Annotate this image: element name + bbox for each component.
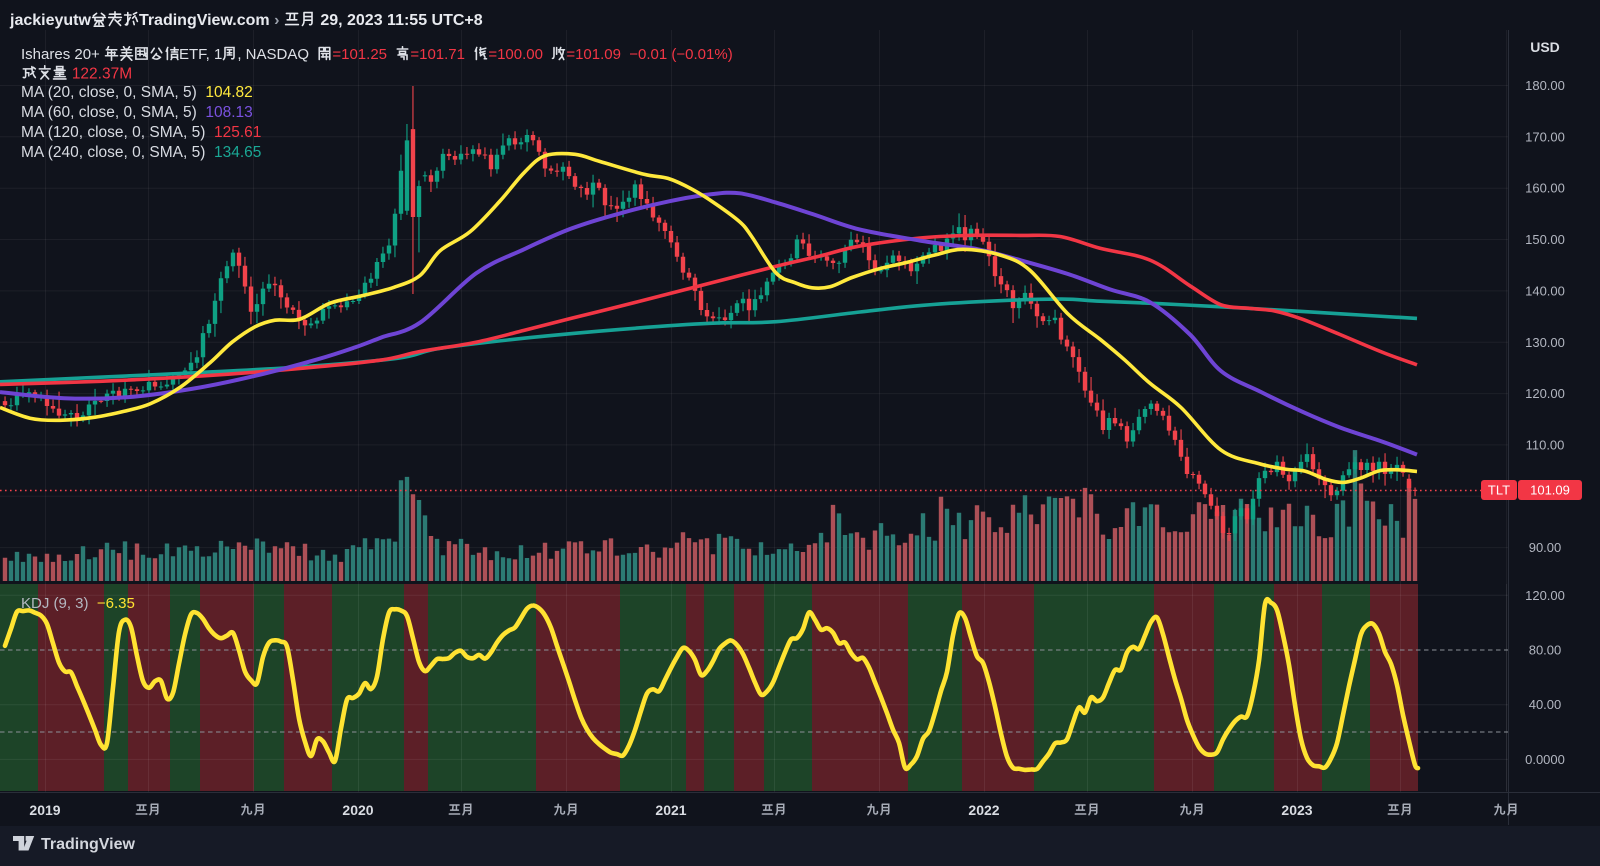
svg-text:180.00: 180.00 bbox=[1525, 78, 1565, 93]
svg-text:101.09: 101.09 bbox=[1530, 483, 1570, 498]
svg-text:140.00: 140.00 bbox=[1525, 283, 1565, 298]
svg-text:TLT: TLT bbox=[1488, 483, 1510, 498]
svg-text:170.00: 170.00 bbox=[1525, 129, 1565, 144]
svg-text:90.00: 90.00 bbox=[1529, 540, 1562, 555]
svg-text:0.0000: 0.0000 bbox=[1525, 752, 1565, 767]
svg-text:130.00: 130.00 bbox=[1525, 335, 1565, 350]
svg-text:USD: USD bbox=[1530, 39, 1560, 55]
svg-text:40.00: 40.00 bbox=[1529, 697, 1562, 712]
svg-text:160.00: 160.00 bbox=[1525, 181, 1565, 196]
svg-text:120.00: 120.00 bbox=[1525, 588, 1565, 603]
svg-text:120.00: 120.00 bbox=[1525, 386, 1565, 401]
svg-text:150.00: 150.00 bbox=[1525, 232, 1565, 247]
svg-text:80.00: 80.00 bbox=[1529, 643, 1562, 658]
svg-text:110.00: 110.00 bbox=[1526, 437, 1565, 452]
